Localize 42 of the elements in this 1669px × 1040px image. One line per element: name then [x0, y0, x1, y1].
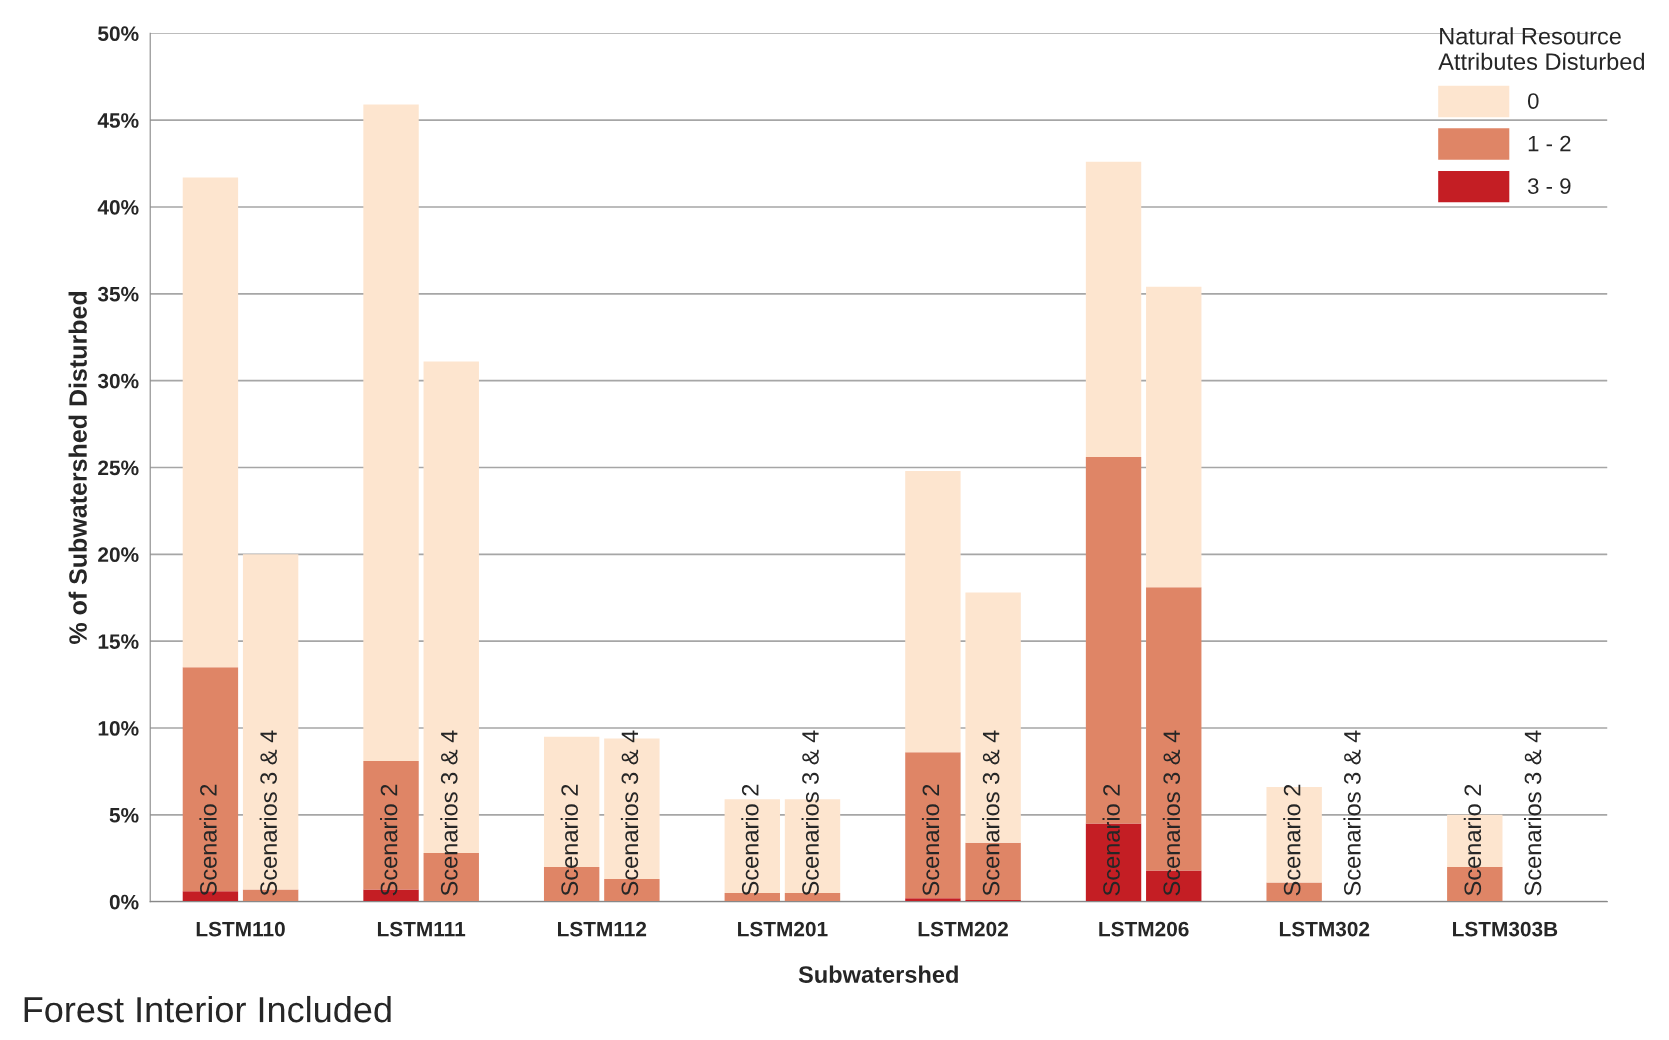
- x-tick-label: Scenarios 3 & 4: [801, 730, 819, 896]
- text: LSTM201: [738, 921, 828, 937]
- y-tick-label: 0%: [109, 894, 139, 910]
- x-tick-label: Scenarios 3 & 4: [1343, 730, 1361, 896]
- text: LSTM112: [558, 921, 647, 937]
- x-tick-label: Scenario 2: [560, 784, 579, 896]
- x-tick-label: Scenarios 3 & 4: [620, 730, 639, 896]
- x-axis-title: Subwatershed: [798, 965, 958, 983]
- x-tick-label: Scenarios 3 & 4: [1523, 730, 1542, 896]
- x-tick-label: Scenario 2: [921, 784, 940, 896]
- y-tick-label: 20%: [98, 547, 139, 563]
- y-axis-title: % of Subwatershed Disturbed: [68, 292, 87, 644]
- legend-label: 0: [1527, 93, 1539, 109]
- x-tick-label: Scenario 2: [199, 784, 217, 896]
- y-tick-label: 15%: [98, 634, 139, 649]
- text: LSTM302: [1279, 921, 1370, 937]
- y-tick-label: 25%: [98, 460, 139, 476]
- y-tick-label: 45%: [97, 113, 139, 128]
- y-tick-label: 5%: [109, 807, 139, 823]
- y-tick-label: 40%: [97, 199, 139, 215]
- y-tick-label: 30%: [97, 373, 139, 389]
- legend-label: 3 - 9: [1527, 178, 1571, 194]
- x-tick-label: Scenario 2: [1102, 784, 1120, 896]
- text: LSTM303B: [1453, 921, 1558, 937]
- text: LSTM111: [377, 921, 466, 937]
- legend-title: Natural Resource Attributes Disturbed: [1438, 27, 1645, 70]
- x-tick-label: Scenarios 3 & 4: [259, 730, 277, 896]
- x-tick-label: Scenario 2: [380, 784, 398, 896]
- legend-label: 1 - 2: [1528, 135, 1571, 152]
- text: LSTM206: [1099, 921, 1189, 937]
- x-tick-label: Scenarios 3 & 4: [1162, 730, 1181, 896]
- text: LSTM110: [196, 921, 285, 937]
- y-tick-label: 10%: [98, 721, 139, 736]
- y-tick-label: 50%: [98, 26, 139, 42]
- x-tick-label: Scenarios 3 & 4: [440, 730, 458, 896]
- x-tick-label: Scenario 2: [1463, 784, 1482, 896]
- x-tick-label: Scenario 2: [1283, 784, 1301, 896]
- text: LSTM202: [918, 921, 1008, 937]
- x-tick-label: Scenario 2: [741, 784, 759, 896]
- x-tick-label: Scenarios 3 & 4: [982, 730, 1000, 896]
- y-tick-label: 35%: [97, 286, 139, 302]
- text: Forest Interior Included: [24, 995, 391, 1023]
